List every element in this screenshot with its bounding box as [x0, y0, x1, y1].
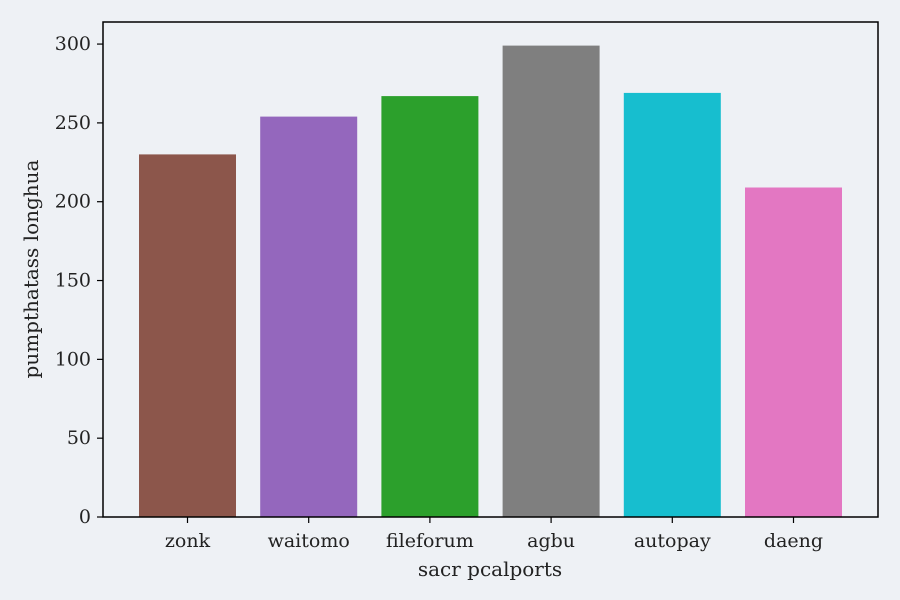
y-tick-label: 200: [55, 191, 91, 213]
bar-autopay: [623, 92, 721, 518]
x-tick-label: daeng: [764, 530, 823, 552]
bar-daeng: [745, 187, 842, 517]
bar-fileforum: [381, 96, 479, 517]
x-tick-label: fileforum: [386, 530, 474, 552]
y-tick-label: 100: [55, 348, 91, 370]
x-tick-label: autopay: [634, 530, 711, 552]
plot-frame: [102, 21, 879, 518]
bars-group: [139, 45, 842, 518]
y-tick-label: 50: [67, 427, 91, 449]
bar-zonk: [139, 154, 236, 517]
bar-waitomo: [260, 116, 358, 517]
y-tick-label: 300: [55, 33, 91, 55]
y-tick-label: 250: [55, 112, 91, 134]
x-tick-label: waitomo: [268, 530, 350, 552]
y-tick-label: 0: [79, 506, 91, 528]
bar-agbu: [502, 45, 600, 517]
y-axis-label: pumpthatass longhua: [19, 159, 43, 378]
x-tick-label: agbu: [527, 530, 575, 552]
x-tick-label: zonk: [165, 530, 211, 552]
y-axis-ticks: 0 50 100 150 200 250 300: [55, 33, 103, 528]
x-axis-label: sacr pcalports: [418, 557, 562, 581]
x-axis-ticks: zonk waitomo fileforum agbu autopay daeng: [165, 517, 823, 552]
y-tick-label: 150: [55, 270, 91, 292]
